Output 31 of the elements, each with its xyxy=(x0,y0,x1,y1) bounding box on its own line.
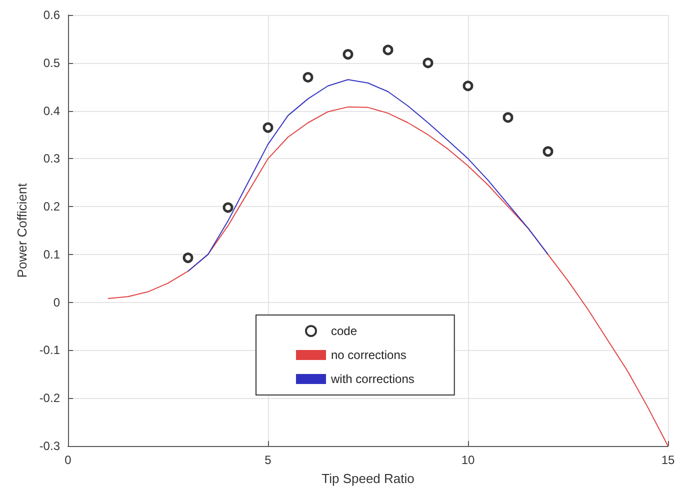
y-tick-label: -0.2 xyxy=(39,391,60,406)
point xyxy=(462,80,474,92)
line-series xyxy=(188,79,548,272)
point xyxy=(262,122,274,133)
y-tick-label: 0.4 xyxy=(43,104,60,118)
x-tick-label: 10 xyxy=(461,453,475,467)
y-tick-label: 0.1 xyxy=(43,247,60,262)
point xyxy=(382,44,394,56)
point xyxy=(422,58,434,68)
point xyxy=(222,202,234,213)
y-tick-label: -0.3 xyxy=(39,439,60,453)
line-series xyxy=(108,106,668,446)
x-tick-label: 0 xyxy=(64,453,72,467)
y-tick-label: -0.1 xyxy=(39,343,60,358)
x-tick-label: 5 xyxy=(264,453,272,467)
legend-label: with corrections xyxy=(330,372,414,386)
y-tick-label: 0.6 xyxy=(43,8,60,22)
x-tick-label: 15 xyxy=(661,453,675,467)
point xyxy=(302,72,314,83)
point xyxy=(502,112,514,123)
legend-label: code xyxy=(331,324,358,338)
point xyxy=(342,49,354,60)
legend-label: no corrections xyxy=(331,348,406,362)
point xyxy=(182,252,194,264)
y-tick-label: 0 xyxy=(53,295,60,310)
y-tick-label: 0.3 xyxy=(43,152,60,166)
point xyxy=(542,146,554,157)
x-axis-title: Tip Speed Ratio xyxy=(322,471,414,486)
y-axis-title: Power Cofficient xyxy=(14,182,30,278)
y-tick-label: 0.5 xyxy=(43,56,60,70)
y-tick-label: 0.2 xyxy=(43,200,60,214)
